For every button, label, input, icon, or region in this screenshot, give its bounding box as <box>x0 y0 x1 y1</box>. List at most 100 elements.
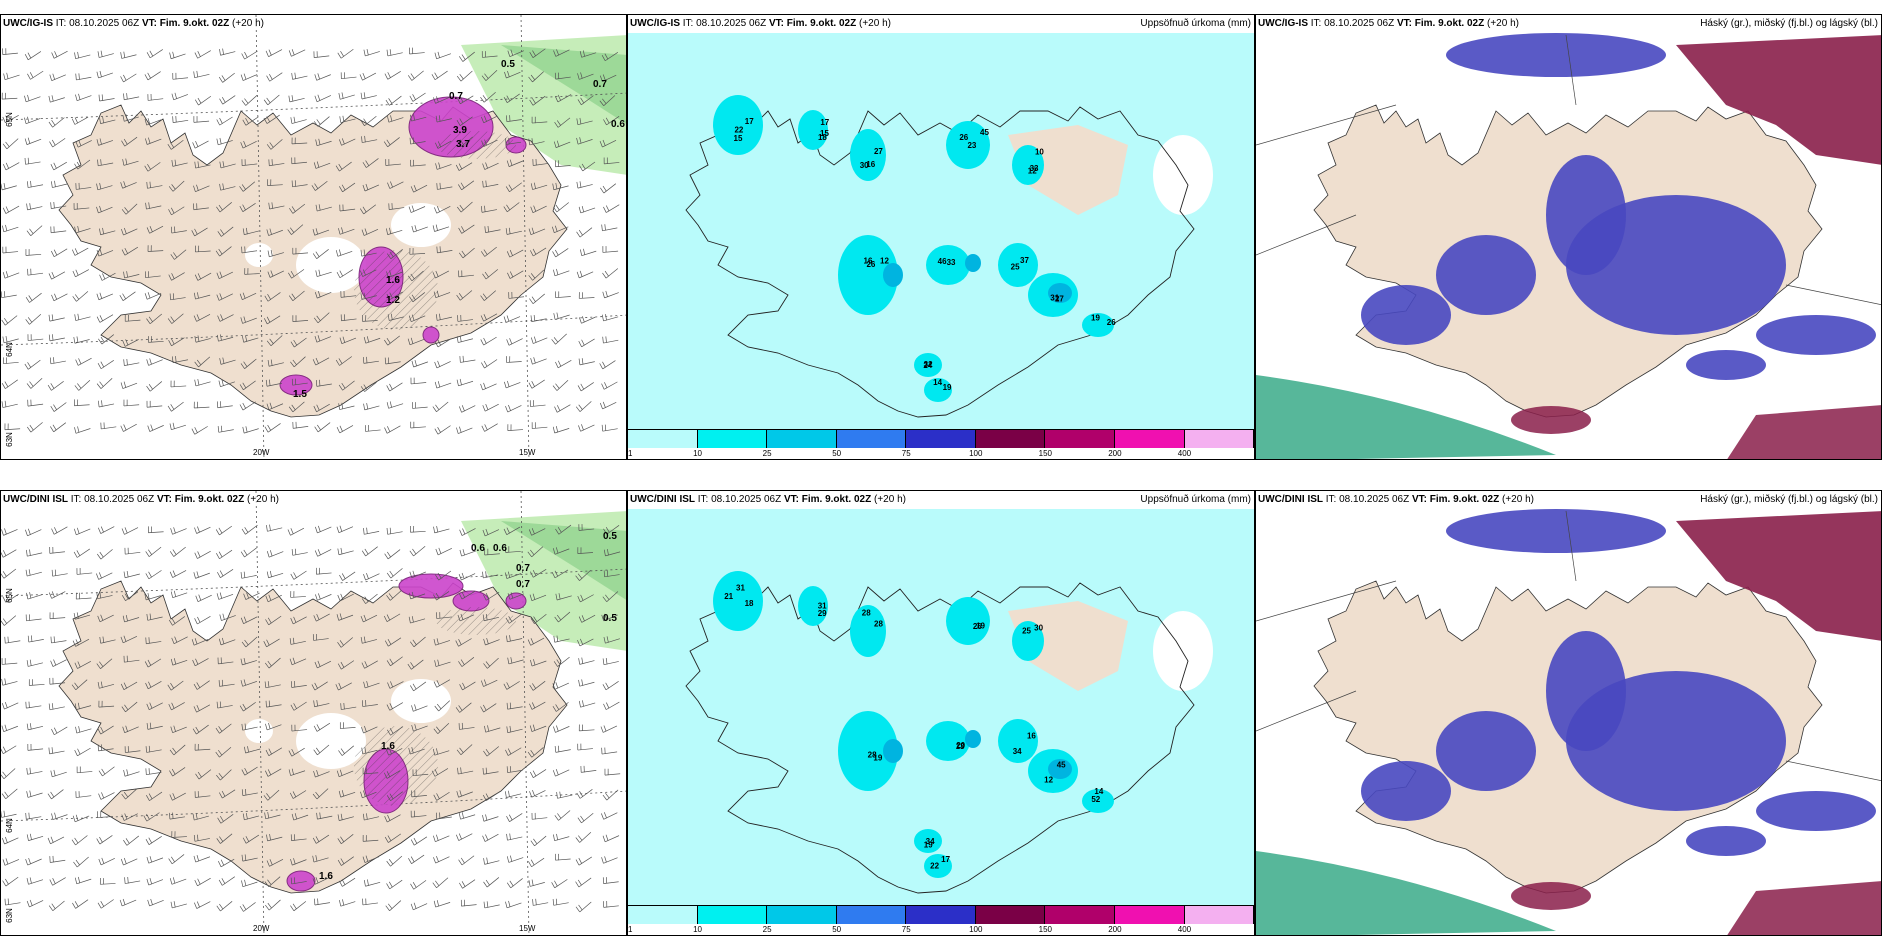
wind-barb <box>26 203 43 211</box>
wind-barb <box>76 766 93 774</box>
vt-label: VT: Fim. 9.okt. 02Z <box>768 18 859 29</box>
precip-blob <box>838 711 898 791</box>
wind-barb <box>316 812 333 820</box>
wind-barb <box>314 335 332 343</box>
wind-barb <box>218 72 235 83</box>
precip-blob <box>1082 789 1114 813</box>
wind-barb <box>481 115 498 124</box>
precip-value-label: 12 <box>880 257 889 266</box>
wind-barb <box>387 115 404 123</box>
wind-barb <box>27 70 44 80</box>
precip-value-label: 20 <box>956 741 965 750</box>
wind-barb <box>457 136 473 147</box>
wind-barb <box>410 525 426 533</box>
wind-barb <box>97 811 113 818</box>
wind-barb <box>25 701 42 709</box>
wind-barb <box>266 139 283 150</box>
wind-barb <box>482 571 499 579</box>
wind-barb <box>47 789 64 800</box>
precip-blob <box>1082 313 1114 337</box>
wind-barb <box>602 877 619 884</box>
precip-blob-heavy <box>883 263 903 287</box>
wind-barb <box>26 723 44 731</box>
vt-label: VT: Fim. 9.okt. 02Z <box>1396 18 1487 29</box>
colorbar-tick: 1 <box>628 449 633 458</box>
wind-barb <box>361 546 378 557</box>
wind-barb <box>49 877 66 886</box>
wind-barb <box>244 268 260 275</box>
precip-blob <box>505 592 527 610</box>
wind-barb <box>219 95 236 105</box>
wind-barb <box>51 248 68 258</box>
wind-barb <box>459 528 476 536</box>
colorbar-cell <box>1184 906 1254 924</box>
wind-barb <box>315 269 332 277</box>
colorbar-tick: 25 <box>762 449 772 458</box>
precip-blob <box>1012 145 1044 185</box>
wind-barb <box>337 856 354 866</box>
wind-barb <box>409 570 426 579</box>
high-cloud-area <box>1256 375 1556 459</box>
wind-barb <box>242 812 260 821</box>
lat-label-65n: 65N <box>4 112 14 127</box>
wind-barb <box>311 681 328 691</box>
wind-barb <box>74 426 91 434</box>
wind-barb <box>314 898 330 906</box>
precip-value-label: 10 <box>1035 148 1044 157</box>
wind-barb <box>433 526 450 534</box>
wind-barb <box>504 70 521 79</box>
wind-barb <box>576 117 593 126</box>
wind-barb <box>217 425 234 433</box>
wind-barb <box>360 636 378 644</box>
panel-bottom-left: 0.5 0.6 0.7 0.6 0.7 0.5 1.6 1.6 UWC/DINI ISL IT:… <box>0 490 627 936</box>
wind-barb <box>193 680 210 690</box>
panel-top-right: UWC/IG-IS IT: 08.10.2025 06Z VT: Fim. 9.… <box>1255 14 1882 460</box>
wind-barb <box>507 424 524 431</box>
wind-barb <box>193 571 210 579</box>
wind-barb <box>215 746 232 758</box>
wind-barb <box>338 227 355 235</box>
wind-barb <box>531 116 548 124</box>
wind-barb <box>290 680 307 688</box>
wind-barb <box>266 228 283 236</box>
wind-barb <box>216 549 233 560</box>
wind-barb <box>363 680 380 689</box>
wind-barb <box>239 292 257 301</box>
wind-barb <box>362 898 379 906</box>
wind-barb <box>74 702 92 710</box>
wind-barb <box>1 615 17 626</box>
wind-barb <box>578 524 595 531</box>
wind-barb <box>191 638 209 646</box>
wind-barb <box>556 791 573 799</box>
precip-blob <box>998 719 1038 763</box>
precip-value-label: 0.6 <box>471 543 485 554</box>
wind-barb <box>241 723 258 731</box>
wind-barb <box>219 613 236 621</box>
wind-barb <box>528 71 544 83</box>
wind-barb <box>555 524 572 535</box>
colorbar-tick: 400 <box>1177 925 1192 934</box>
wind-barb <box>315 138 332 147</box>
colorbar-tick: 100 <box>969 925 983 934</box>
wind-barb <box>312 228 330 236</box>
wind-barb <box>578 724 595 732</box>
wind-barb <box>434 360 451 369</box>
wind-barb <box>263 94 280 106</box>
wind-barb <box>435 547 452 556</box>
wind-barb <box>146 181 163 189</box>
wind-barb <box>124 746 141 753</box>
lead-time: (+20 h) <box>874 494 906 505</box>
wind-barb <box>434 659 451 667</box>
wind-barb <box>170 901 187 909</box>
wind-barb <box>1 400 18 408</box>
wind-barb <box>1 810 17 818</box>
wind-barb <box>265 700 282 708</box>
coastline <box>685 104 1195 418</box>
glacier-area <box>296 713 366 769</box>
wind-barb <box>288 747 305 757</box>
wind-barb <box>313 722 331 732</box>
wind-barb <box>311 180 328 191</box>
wind-barb <box>290 901 307 912</box>
wind-barb <box>265 768 282 777</box>
colorbar-cell <box>975 430 1046 448</box>
